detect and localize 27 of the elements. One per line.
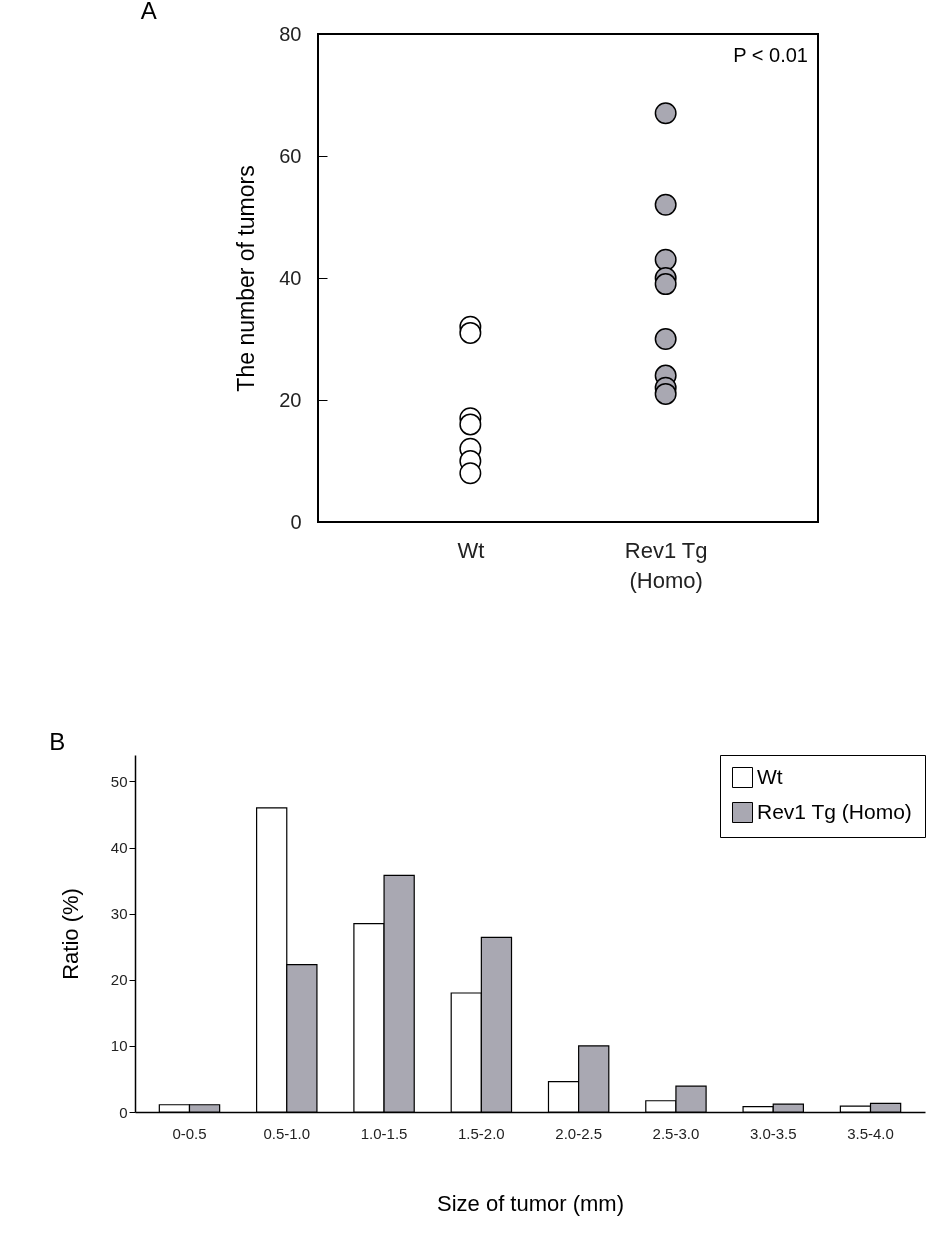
legend-label: Wt	[757, 764, 783, 788]
y-axis-title: Ratio (%)	[57, 888, 83, 980]
x-tick-label: 1.5-2.0	[458, 1124, 505, 1142]
y-tick-label: 30	[110, 905, 128, 923]
x-tick-label: 2.0-2.5	[555, 1124, 602, 1142]
y-tick-label: 50	[110, 772, 128, 790]
y-tick-label: 10	[110, 1037, 128, 1055]
y-tick-label: 80	[279, 22, 302, 45]
legend-label: Rev1 Tg (Homo)	[757, 799, 912, 823]
y-tick-label: 40	[279, 266, 302, 289]
x-tick-label: 0-0.5	[172, 1124, 207, 1142]
x-tick-label: 3.0-3.5	[749, 1124, 797, 1142]
y-tick-label: 20	[110, 971, 128, 989]
y-tick-label: 0	[290, 510, 302, 533]
annotation: P < 0.01	[733, 44, 808, 66]
y-axis-title: The number of tumors	[233, 165, 260, 392]
x-tick-label: 2.5-3.0	[652, 1124, 700, 1142]
x-tick-label: 0.5-1.0	[263, 1124, 311, 1142]
chart-title: A	[140, 0, 157, 24]
y-tick-label: 40	[110, 839, 128, 857]
y-tick-label: 60	[279, 144, 302, 167]
x-axis-title: Size of tumor (mm)	[436, 1190, 625, 1216]
chart-title: B	[49, 727, 66, 755]
y-tick-label: 20	[279, 388, 302, 411]
x-tick-label: 1.0-1.5	[360, 1124, 408, 1142]
y-tick-label: 0	[119, 1103, 128, 1121]
x-tick-label: 3.5-4.0	[847, 1124, 894, 1142]
